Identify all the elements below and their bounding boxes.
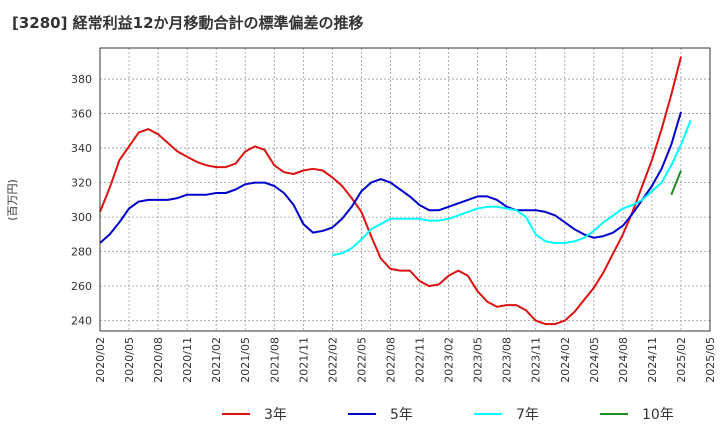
- legend-label: 10年: [642, 407, 674, 423]
- y-tick-label: 260: [71, 280, 92, 293]
- series-lines: [99, 56, 692, 326]
- legend-label: 7年: [516, 407, 539, 423]
- x-tick-label: 2024/11: [646, 337, 659, 383]
- x-tick-label: 2022/05: [355, 337, 368, 383]
- x-tick-label: 2021/08: [268, 337, 281, 383]
- x-tick-label: 2023/05: [472, 337, 485, 383]
- series-line-3: [332, 120, 692, 257]
- x-tick-label: 2023/02: [443, 337, 456, 383]
- x-axis-tick-labels: 2020/02 2020/05 2020/08 2020/11 2021/02 2021/…: [94, 337, 717, 383]
- gridlines: [99, 48, 711, 331]
- plot-area-frame: [99, 47, 711, 332]
- x-tick-label: 2024/05: [588, 337, 601, 383]
- x-tick-label: 2022/02: [326, 337, 339, 383]
- x-tick-label: 2022/08: [384, 337, 397, 383]
- y-tick-label: 280: [71, 246, 92, 259]
- x-tick-label: 2025/05: [704, 337, 717, 383]
- x-tick-label: 2020/08: [152, 337, 165, 383]
- x-tick-label: 2024/02: [559, 337, 572, 383]
- y-axis-title: (百万円): [6, 179, 19, 221]
- y-axis-tick-labels: 240 260 280 300 320 340 360 380: [71, 73, 92, 328]
- x-tick-label: 2023/08: [501, 337, 514, 383]
- x-tick-label: 2023/11: [530, 337, 543, 383]
- series-line-2: [99, 111, 682, 244]
- x-tick-label: 2022/11: [414, 337, 427, 383]
- x-tick-label: 2021/02: [210, 337, 223, 383]
- legend: 3年 5年 7年 10年: [222, 407, 674, 423]
- y-tick-label: 340: [71, 142, 92, 155]
- y-tick-label: 380: [71, 73, 92, 86]
- y-tick-label: 240: [71, 315, 92, 328]
- series-line-4: [670, 170, 682, 196]
- x-tick-label: 2020/02: [94, 337, 107, 383]
- x-tick-label: 2020/05: [123, 337, 136, 383]
- x-tick-label: 2020/11: [181, 337, 194, 383]
- y-tick-label: 300: [71, 211, 92, 224]
- x-tick-label: 2021/11: [297, 337, 310, 383]
- x-tick-label: 2024/08: [617, 337, 630, 383]
- chart-title: [3280] 経常利益12か月移動合計の標準偏差の推移: [12, 14, 364, 32]
- x-tick-label: 2021/05: [239, 337, 252, 383]
- y-tick-label: 360: [71, 108, 92, 121]
- x-tick-label: 2025/02: [675, 337, 688, 383]
- legend-label: 3年: [264, 407, 287, 423]
- legend-label: 5年: [390, 407, 413, 423]
- series-line-1: [99, 56, 682, 326]
- y-tick-label: 320: [71, 177, 92, 190]
